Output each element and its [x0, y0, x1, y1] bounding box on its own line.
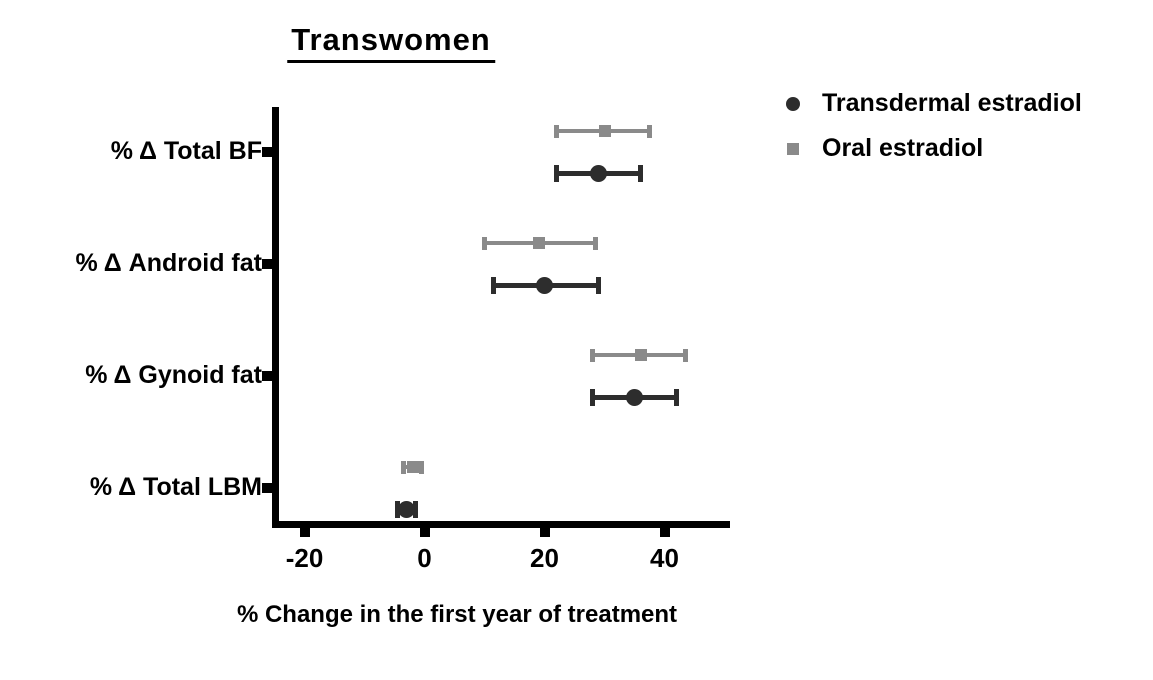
x-axis: [272, 521, 730, 528]
x-axis-title: % Change in the first year of treatment: [236, 601, 678, 628]
y-axis: [272, 107, 279, 528]
chart-title: Transwomen: [287, 22, 495, 63]
error-bar-cap: [638, 164, 643, 182]
error-bar-cap: [401, 460, 406, 474]
category-label: % Δ Android fat: [75, 248, 262, 277]
data-marker-square: [406, 461, 419, 473]
category-label: % Δ Total LBM: [89, 472, 262, 501]
y-tick: [262, 371, 272, 381]
x-tick: [659, 528, 670, 537]
error-bar-cap: [593, 236, 598, 250]
y-tick: [262, 259, 272, 269]
data-marker-circle: [398, 500, 415, 518]
x-tick: [419, 528, 430, 537]
x-tick-label: 20: [530, 543, 559, 573]
data-marker-circle: [536, 276, 553, 294]
x-tick-label: -20: [285, 543, 324, 573]
category-label: % Δ Total BF: [110, 136, 262, 165]
legend-label: Oral estradiol: [822, 134, 984, 162]
y-tick: [262, 483, 272, 493]
error-bar-cap: [419, 460, 424, 474]
error-bar-cap: [590, 348, 595, 362]
legend-label: Transdermal estradiol: [822, 89, 1082, 117]
data-marker-square: [598, 125, 611, 137]
square-marker-icon: [787, 142, 799, 155]
error-bar-cap: [590, 388, 595, 406]
error-bar-cap: [554, 124, 559, 138]
data-marker-circle: [626, 388, 643, 406]
legend: Transdermal estradiol Oral estradiol: [786, 81, 1082, 171]
x-tick-label: 0: [417, 543, 432, 573]
error-bar-cap: [596, 276, 601, 294]
data-marker-square: [532, 237, 545, 249]
error-bar-cap: [554, 164, 559, 182]
error-bar-cap: [674, 388, 679, 406]
error-bar-cap: [491, 276, 496, 294]
legend-item-transdermal-estradiol: Transdermal estradiol: [786, 81, 1082, 126]
error-bar-cap: [647, 124, 652, 138]
category-label: % Δ Gynoid fat: [85, 360, 262, 389]
circle-marker-icon: [786, 96, 800, 111]
x-tick-label: 40: [650, 543, 679, 573]
error-bar-cap: [395, 500, 400, 518]
data-marker-square: [634, 349, 647, 361]
y-tick: [262, 147, 272, 157]
error-bar-cap: [413, 500, 418, 518]
data-marker-circle: [590, 164, 607, 182]
x-tick: [539, 528, 550, 537]
legend-item-oral-estradiol: Oral estradiol: [786, 126, 1082, 171]
error-bar-cap: [683, 348, 688, 362]
x-tick: [299, 528, 310, 537]
error-bar-cap: [482, 236, 487, 250]
